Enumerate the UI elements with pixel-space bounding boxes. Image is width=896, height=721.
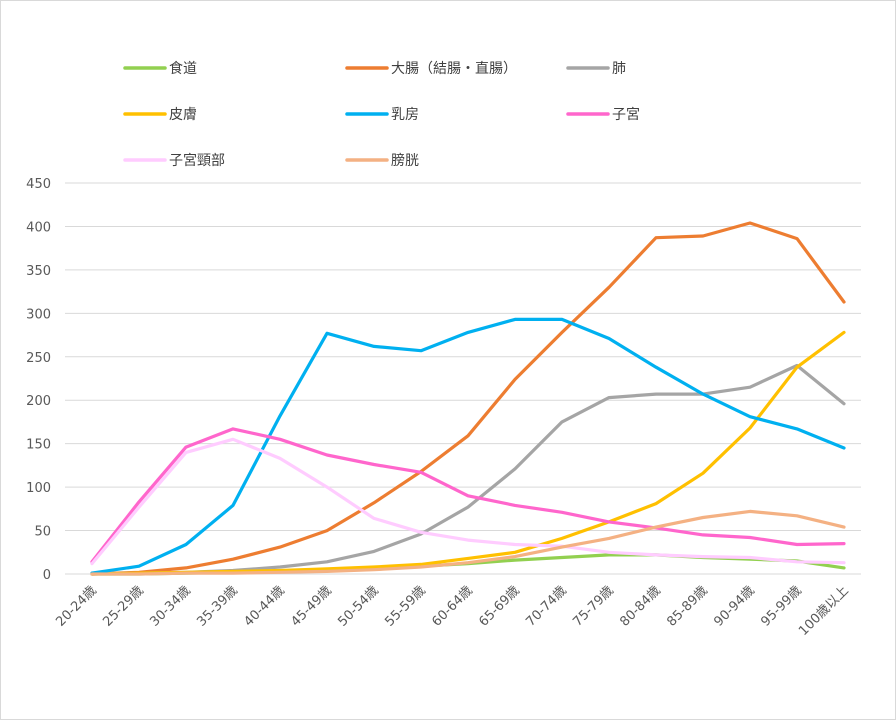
series-lines bbox=[90, 221, 846, 576]
x-tick-label: 40-44歳 bbox=[241, 583, 288, 630]
legend-label: 食道 bbox=[169, 60, 197, 77]
x-axis-tick-labels: 20-24歳 25-29歳 30-34歳 35-39歳 40-44歳 45-49歳 50-5… bbox=[53, 583, 852, 639]
series-line-2 bbox=[90, 363, 846, 576]
gridlines bbox=[65, 182, 861, 575]
x-tick-label: 75-79歳 bbox=[570, 583, 617, 630]
x-tick-label: 90-94歳 bbox=[711, 583, 758, 630]
x-tick-label: 60-64歳 bbox=[429, 583, 476, 630]
x-tick-label: 65-69歳 bbox=[476, 583, 523, 630]
y-tick-label: 150 bbox=[26, 438, 51, 453]
legend-label: 肺 bbox=[612, 61, 626, 77]
x-tick-label: 35-39歳 bbox=[194, 583, 241, 630]
legend-label: 子宮 bbox=[612, 107, 640, 123]
y-tick-label: 0 bbox=[43, 568, 51, 583]
x-tick-label: 30-34歳 bbox=[147, 583, 194, 630]
y-tick-label: 350 bbox=[26, 264, 51, 279]
x-tick-label: 20-24歳 bbox=[53, 583, 100, 630]
y-tick-label: 400 bbox=[26, 220, 51, 235]
x-tick-label: 45-49歳 bbox=[288, 583, 335, 630]
y-tick-label: 250 bbox=[26, 351, 51, 366]
x-tick-label: 100歳以上 bbox=[796, 583, 852, 639]
series-line-6 bbox=[90, 437, 846, 566]
y-tick-label: 300 bbox=[26, 307, 51, 322]
x-tick-label: 55-59歳 bbox=[382, 583, 429, 630]
legend-label: 子宮頸部 bbox=[169, 153, 225, 169]
series-line-4 bbox=[90, 317, 846, 575]
y-tick-label: 200 bbox=[26, 394, 51, 409]
y-tick-label: 50 bbox=[34, 525, 51, 540]
y-tick-label: 450 bbox=[26, 177, 51, 192]
legend-label: 膀胱 bbox=[391, 152, 419, 169]
x-tick-label: 85-89歳 bbox=[664, 583, 711, 630]
x-tick-label: 95-99歳 bbox=[758, 583, 805, 630]
y-axis-tick-labels: 0 50 100 150 200 250 300 350 400 450 bbox=[26, 177, 51, 583]
x-tick-label: 80-84歳 bbox=[617, 583, 664, 630]
legend-label: 乳房 bbox=[391, 107, 419, 123]
series-line-5 bbox=[90, 427, 846, 564]
series-line-7 bbox=[90, 509, 846, 576]
series-line-1 bbox=[90, 221, 846, 576]
y-tick-label: 100 bbox=[26, 481, 51, 496]
legend-label: 皮膚 bbox=[169, 107, 197, 123]
x-tick-label: 70-74歳 bbox=[523, 583, 570, 630]
legend-label: 大腸（結腸・直腸） bbox=[391, 60, 517, 77]
x-tick-label: 50-54歳 bbox=[335, 583, 382, 630]
x-tick-label: 25-29歳 bbox=[100, 583, 147, 630]
